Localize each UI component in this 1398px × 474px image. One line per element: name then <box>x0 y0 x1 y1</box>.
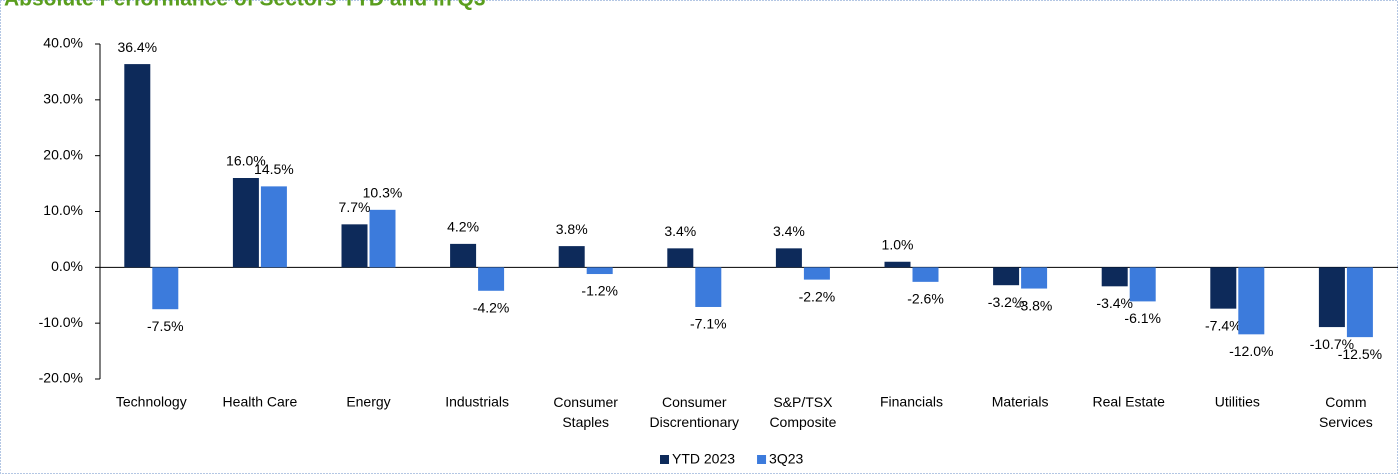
data-label: 3.4% <box>664 223 696 239</box>
bar <box>884 261 911 268</box>
x-tick-label: Financials <box>880 394 943 410</box>
bar <box>369 209 396 268</box>
data-label: 36.4% <box>117 39 157 55</box>
x-tick-label: Health Care <box>223 394 298 410</box>
y-tick-label: 30.0% <box>43 91 83 107</box>
bar <box>232 178 259 268</box>
bar <box>1129 267 1156 302</box>
x-tick-label: Technology <box>116 394 187 410</box>
y-tick-label: 0.0% <box>51 258 83 274</box>
bar <box>152 267 179 310</box>
data-label: -10.7% <box>1310 336 1354 352</box>
chart-title: Absolute Performance of Sectors YTD and … <box>4 0 486 11</box>
data-label: -3.4% <box>1096 295 1133 311</box>
bar <box>1210 267 1237 309</box>
bar <box>775 248 802 268</box>
y-tick-label: 20.0% <box>43 146 83 162</box>
legend-swatch <box>660 455 669 464</box>
bar <box>1346 267 1373 338</box>
bar <box>695 267 722 307</box>
bar <box>586 267 613 275</box>
bar <box>1101 267 1128 287</box>
bar <box>1238 267 1265 335</box>
data-label: 16.0% <box>226 153 266 169</box>
data-label: 7.7% <box>339 199 371 215</box>
data-label: 3.8% <box>556 221 588 237</box>
data-label: -3.8% <box>1016 297 1053 313</box>
bar <box>803 267 830 280</box>
bar <box>1021 267 1048 289</box>
y-tick-label: 40.0% <box>43 35 83 51</box>
legend-label: YTD 2023 <box>672 451 735 467</box>
bar <box>450 243 477 268</box>
x-tick-label: Energy <box>346 394 390 410</box>
data-label: -1.2% <box>581 283 618 299</box>
bar <box>478 267 505 291</box>
data-label: 10.3% <box>363 185 403 201</box>
data-label: 3.4% <box>773 223 805 239</box>
data-label: -2.2% <box>799 288 836 304</box>
data-label: -2.6% <box>907 291 944 307</box>
bar <box>1318 267 1345 328</box>
bar <box>558 246 585 268</box>
x-tick-label: S&P/TSX Composite <box>769 394 836 430</box>
data-label: -7.5% <box>147 318 184 334</box>
bar <box>260 186 287 268</box>
data-label: -12.5% <box>1338 346 1382 362</box>
x-tick-label: Industrials <box>445 394 509 410</box>
data-label: -7.4% <box>1205 317 1242 333</box>
legend-label: 3Q23 <box>769 451 803 467</box>
data-label: -3.2% <box>988 294 1025 310</box>
x-tick-label: Materials <box>992 394 1049 410</box>
data-label: -4.2% <box>473 299 510 315</box>
data-label: 14.5% <box>254 161 294 177</box>
legend-swatch <box>757 455 767 464</box>
data-label: -7.1% <box>690 316 727 332</box>
data-label: -12.0% <box>1229 343 1273 359</box>
x-tick-label: Real Estate <box>1093 394 1166 410</box>
bar <box>341 224 368 268</box>
data-label: 1.0% <box>882 236 914 252</box>
y-tick-label: 10.0% <box>43 202 83 218</box>
x-tick-label: Consumer Staples <box>553 394 618 430</box>
data-label: -6.1% <box>1124 310 1161 326</box>
data-label: 4.2% <box>447 219 479 235</box>
bar <box>912 267 939 282</box>
x-tick-label: Comm Services <box>1319 394 1373 430</box>
bar <box>993 267 1020 286</box>
bar <box>124 64 151 268</box>
bar <box>667 248 694 268</box>
y-tick-label: -20.0% <box>39 370 83 386</box>
x-tick-label: Utilities <box>1215 394 1260 410</box>
y-tick-label: -10.0% <box>39 314 83 330</box>
x-tick-label: Consumer Discrentionary <box>650 394 739 430</box>
